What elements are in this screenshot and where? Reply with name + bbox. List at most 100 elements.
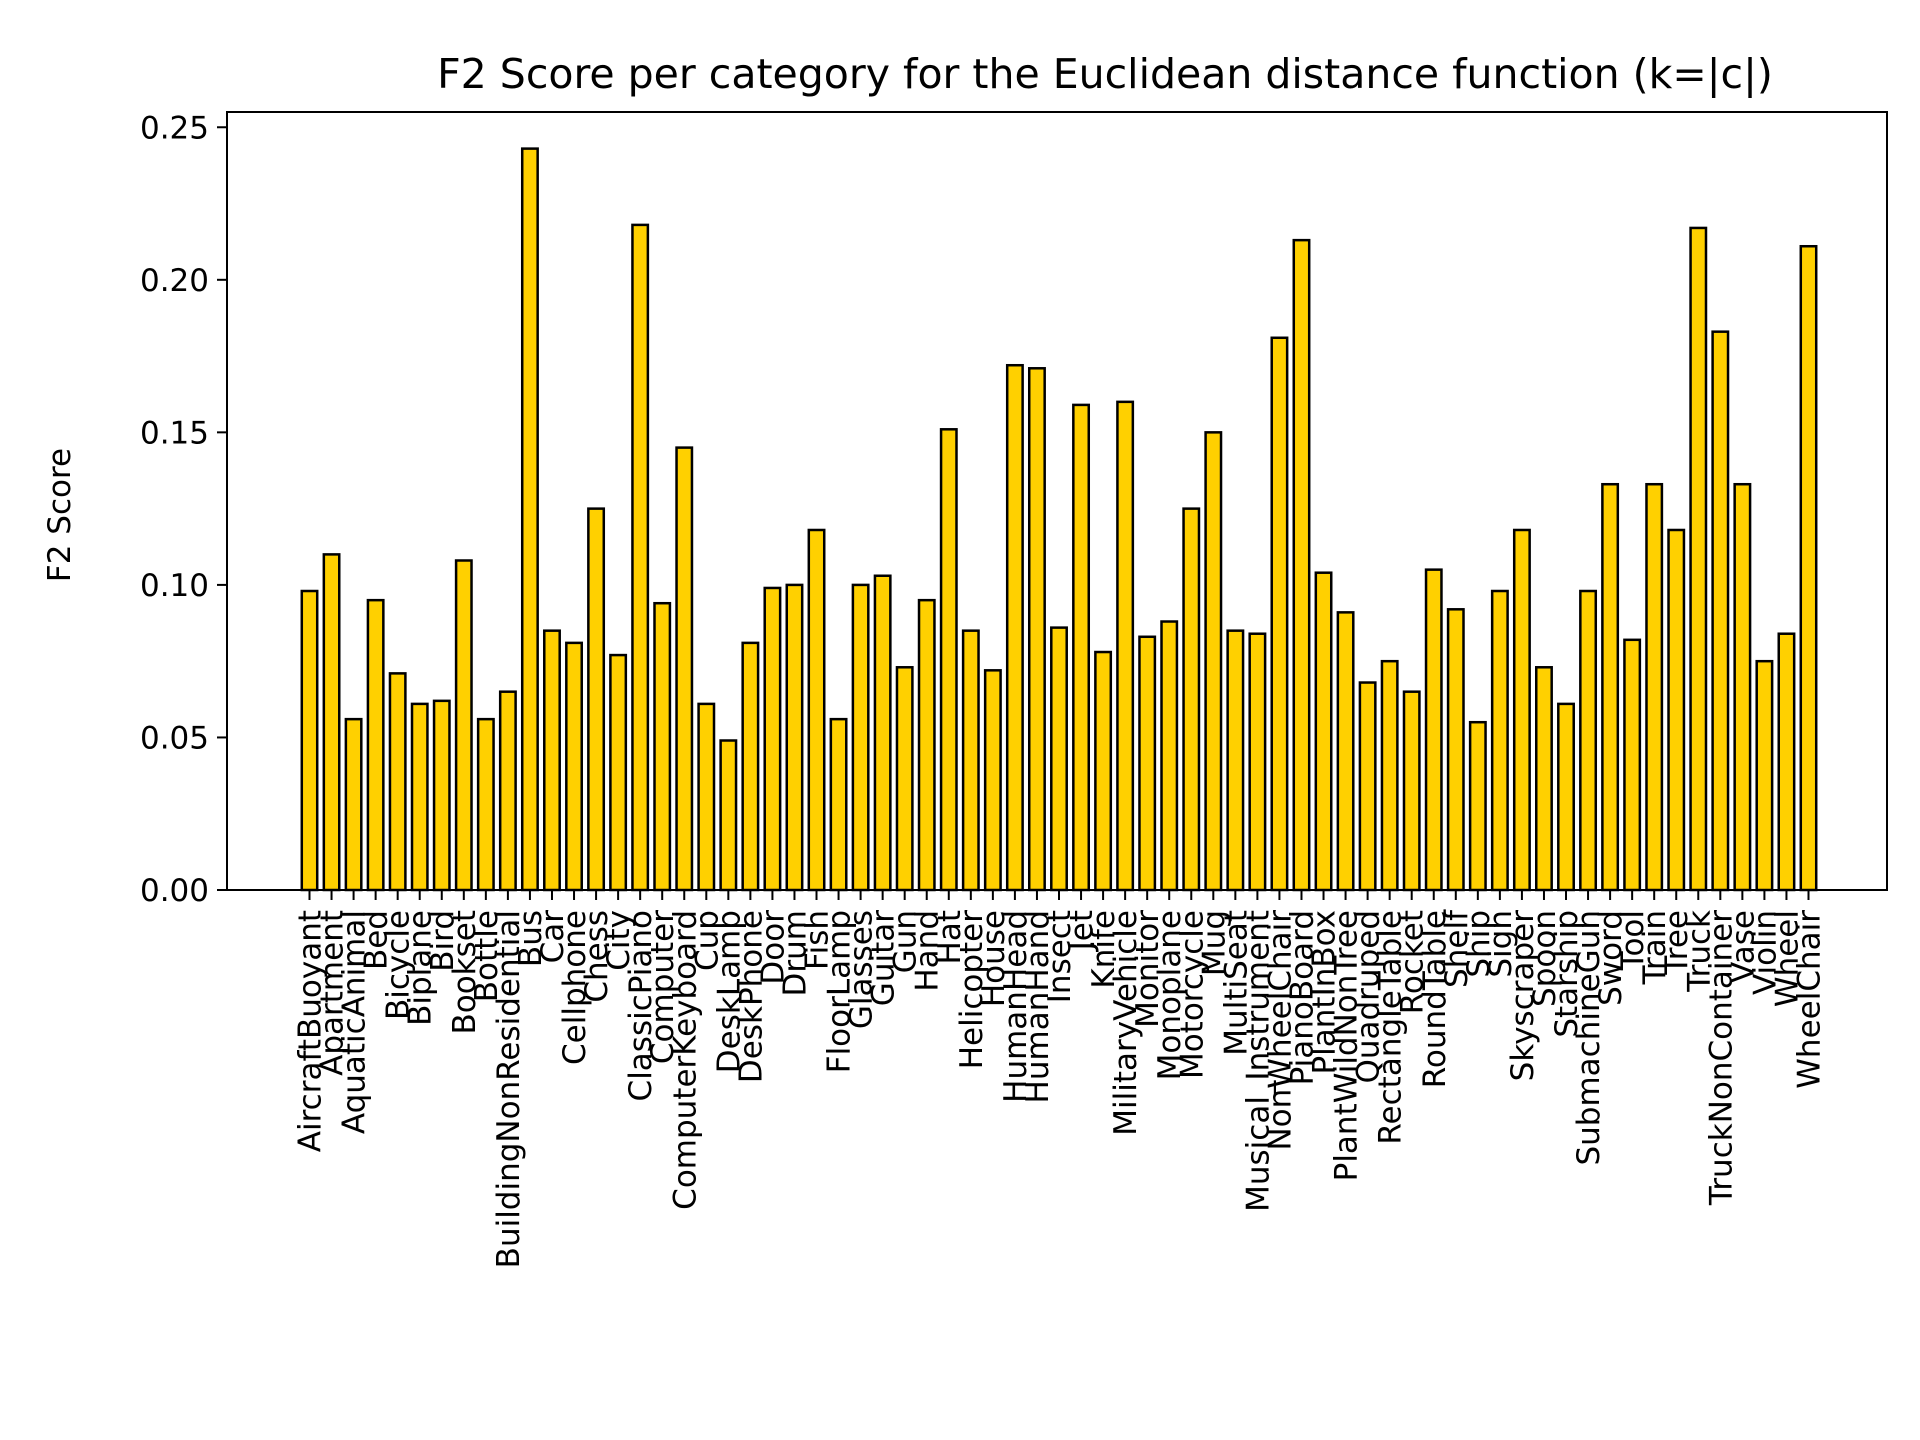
bars-group xyxy=(300,147,1818,892)
y-tick-label: 0.10 xyxy=(140,568,209,604)
chart-title: F2 Score per category for the Euclidean … xyxy=(437,50,1773,98)
x-tick-label: Violin xyxy=(1747,910,1783,995)
bar xyxy=(697,702,716,892)
bar xyxy=(1072,403,1091,892)
bar xyxy=(1711,330,1730,892)
x-tick-label: Mug xyxy=(1196,910,1232,976)
x-tick-label: Biplane xyxy=(403,910,439,1026)
x-tick-label: Monitor xyxy=(1130,910,1166,1028)
bar xyxy=(1623,638,1642,892)
x-tick-label: City xyxy=(601,910,637,971)
x-tick-label: Bed xyxy=(359,910,395,970)
x-tick-label: Skyscraper xyxy=(1505,910,1541,1082)
x-tick-label: Drum xyxy=(777,910,813,996)
x-tick-label: PlantWildNonTree xyxy=(1329,910,1365,1181)
bar xyxy=(609,653,628,892)
x-tick-label: BuildingNonResidential xyxy=(491,910,527,1268)
x-tick-label: Knife xyxy=(1086,910,1122,989)
bar xyxy=(1689,226,1708,892)
x-tick-label: Monoplane xyxy=(1152,910,1188,1080)
bar xyxy=(741,641,760,892)
bar xyxy=(454,559,473,892)
bar xyxy=(1777,632,1796,892)
bar xyxy=(1204,431,1223,892)
bar xyxy=(1094,650,1113,892)
x-tick-label: DeskPhone xyxy=(733,910,769,1083)
bar xyxy=(587,507,606,892)
x-tick-label: Glasses xyxy=(844,910,880,1029)
bar xyxy=(1027,367,1046,892)
x-tick-label: Cellphone xyxy=(557,910,593,1065)
y-tick-label: 0.15 xyxy=(140,415,209,451)
bar xyxy=(983,669,1002,892)
x-tick-label: House xyxy=(976,910,1012,1007)
x-tick-label: AircraftBuoyant xyxy=(293,910,329,1152)
x-tick-label: Ship xyxy=(1461,910,1497,978)
bar xyxy=(1292,238,1311,892)
plot-area-frame xyxy=(226,111,1888,891)
bar xyxy=(543,629,561,892)
bar xyxy=(1733,482,1752,892)
x-tick-label: Shelf xyxy=(1439,909,1475,988)
x-tick-label: Sword xyxy=(1593,910,1629,1006)
x-tick-label: HumanHand xyxy=(1020,910,1056,1103)
x-tick-label: PlantInBox xyxy=(1307,910,1343,1075)
bar xyxy=(1512,528,1531,892)
x-tick-label: MilitaryVehicle xyxy=(1108,910,1144,1136)
bar xyxy=(1116,400,1135,892)
x-tick-label: Wheel xyxy=(1769,910,1805,1007)
bar xyxy=(476,717,495,892)
bar xyxy=(917,598,936,892)
y-tick-label: 0.05 xyxy=(140,720,209,756)
bar xyxy=(1138,635,1157,892)
x-tick-label: Apartment xyxy=(315,910,351,1076)
x-tick-label: Bus xyxy=(513,910,549,967)
x-tick-label: Car xyxy=(535,910,571,964)
bar xyxy=(388,672,407,892)
bar xyxy=(1579,589,1598,892)
bar xyxy=(1468,720,1487,892)
x-tick-label: DeskLamp xyxy=(711,910,747,1073)
bar xyxy=(961,629,980,892)
x-tick-label: Bottle xyxy=(469,910,505,1002)
bar xyxy=(807,528,826,892)
bar xyxy=(939,428,958,892)
bar xyxy=(1601,482,1620,892)
bar xyxy=(763,586,782,892)
x-tick-label: Train xyxy=(1637,910,1673,985)
x-tick-label: Door xyxy=(755,910,791,985)
x-tick-label: ComputerKeyboard xyxy=(667,910,703,1210)
y-ticks-group: 0.00 0.05 0.10 0.15 0.20 0.25 xyxy=(140,110,227,909)
x-tick-label: Gun xyxy=(888,910,924,973)
bar xyxy=(851,583,870,892)
x-tick-label: NonWheelChair xyxy=(1262,910,1298,1151)
bar xyxy=(1667,528,1686,892)
x-tick-label: Musical_Instrument xyxy=(1240,910,1276,1212)
x-tick-label: Jet xyxy=(1064,910,1100,952)
x-tick-label: HumanHead xyxy=(998,910,1034,1103)
x-tick-label: SubmachineGun xyxy=(1571,910,1607,1166)
x-tick-label: Truck xyxy=(1681,910,1717,993)
bar xyxy=(1402,690,1421,892)
bar xyxy=(1160,620,1179,892)
bar xyxy=(829,717,848,892)
bar xyxy=(1182,507,1201,892)
bar xyxy=(719,739,738,892)
bar xyxy=(1380,659,1399,892)
x-tick-label: FloorLamp xyxy=(822,910,858,1073)
bar xyxy=(366,598,385,892)
x-tick-label: Tool xyxy=(1615,910,1651,971)
x-tick-label: RectangleTable xyxy=(1373,910,1409,1145)
bar xyxy=(653,601,672,892)
bar xyxy=(1226,629,1245,892)
bar xyxy=(1270,336,1289,892)
x-tick-label: Rocket xyxy=(1395,910,1431,1014)
x-tick-label: Bird xyxy=(425,910,461,972)
bar xyxy=(1050,626,1068,892)
bar xyxy=(1645,482,1664,892)
bar xyxy=(322,553,341,892)
x-tick-label: AquaticAnimal xyxy=(337,910,373,1134)
x-tick-label: Motorcycle xyxy=(1174,910,1210,1079)
bar xyxy=(520,147,539,892)
